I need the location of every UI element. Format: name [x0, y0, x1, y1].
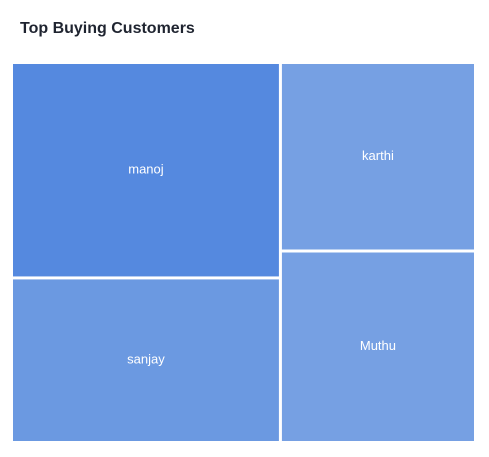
treemap-cell	[281, 64, 474, 250]
cell-label: karthi	[362, 148, 394, 163]
treemap-cell	[281, 252, 474, 441]
cell-label: sanjay	[127, 352, 165, 367]
chart-title: Top Buying Customers	[20, 20, 195, 37]
treemap-cell	[13, 279, 279, 441]
treemap-cell	[13, 64, 279, 277]
cell-label: manoj	[128, 162, 164, 177]
cell-label: Muthu	[360, 338, 396, 353]
